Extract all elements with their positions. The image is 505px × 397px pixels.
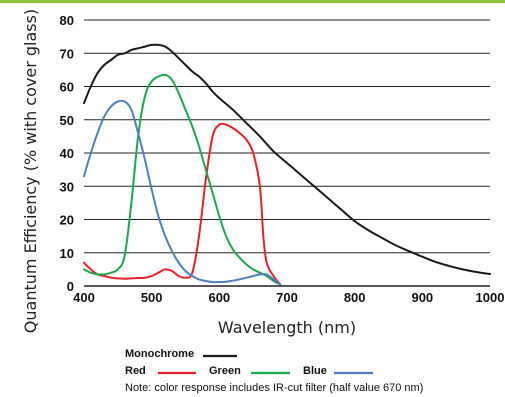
y-tick-label: 0 [67,279,74,294]
y-tick-label: 30 [60,179,74,194]
series-lines [83,43,491,286]
x-tick-labels: 400 500 600 700 800 900 1000 [73,290,504,305]
x-tick-label: 600 [208,290,230,305]
footnote: Note: color response includes IR-cut fil… [125,382,423,394]
x-tick-label: 700 [276,290,298,305]
y-tick-labels: 0 10 20 30 40 50 60 70 80 [60,13,74,294]
legend: Monochrome Red Green Blue [125,348,373,377]
x-tick-label: 400 [73,290,95,305]
x-axis-label: Wavelength (nm) [218,318,356,337]
y-tick-label: 50 [60,113,74,128]
x-tick-label: 1000 [476,290,505,305]
top-accent-bar [0,0,505,3]
series-line-red [83,122,282,286]
y-tick-label: 10 [60,246,74,261]
y-tick-label: 40 [60,146,74,161]
y-tick-label: 80 [60,13,74,28]
legend-label-red: Red [125,365,146,377]
series-line-green [83,73,282,286]
y-tick-label: 20 [60,213,74,228]
series-line-blue [83,99,282,286]
x-tick-label: 500 [141,290,163,305]
legend-label-blue: Blue [303,365,327,377]
legend-label-monochrome: Monochrome [125,348,194,360]
legend-label-green: Green [209,365,241,377]
x-tick-label: 900 [411,290,433,305]
gridlines [84,19,490,254]
series-line-monochrome [83,43,491,275]
y-axis-label: Quantum Efficiency (% with cover glass) [21,9,40,333]
y-tick-label: 70 [60,46,74,61]
y-tick-label: 60 [60,80,74,95]
x-tick-label: 800 [344,290,366,305]
